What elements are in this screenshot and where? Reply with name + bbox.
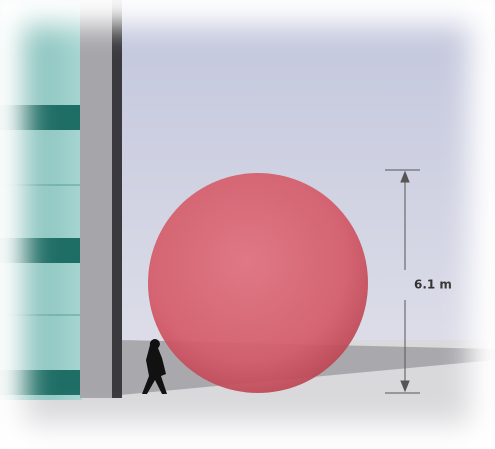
dimension-label: 6.1 m	[414, 278, 452, 292]
arrow	[400, 170, 410, 183]
arrow	[400, 380, 410, 393]
sphere	[148, 173, 368, 393]
building-column	[80, 0, 112, 398]
person	[142, 339, 167, 394]
dimension	[385, 169, 420, 394]
building-edge	[112, 0, 122, 398]
